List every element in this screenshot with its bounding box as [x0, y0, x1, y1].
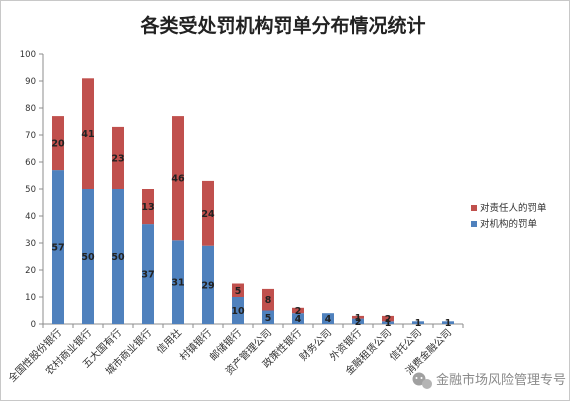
bar-segment — [172, 116, 184, 241]
data-label: 1 — [355, 313, 362, 324]
bar-segment — [82, 189, 94, 324]
data-label: 8 — [265, 295, 272, 306]
wechat-icon — [412, 372, 432, 389]
bar-segment — [292, 307, 304, 314]
bar-segment — [202, 180, 214, 246]
data-label: 1 — [385, 318, 392, 329]
y-tick-label: 20 — [25, 266, 36, 276]
data-label: 2 — [385, 314, 392, 325]
bar-segment — [202, 245, 214, 324]
data-label: 29 — [201, 280, 214, 291]
data-label: 50 — [81, 252, 95, 263]
legend-swatch — [471, 221, 477, 227]
bar-segment — [262, 310, 274, 324]
data-label: 46 — [171, 174, 185, 185]
bar-segment — [142, 189, 154, 225]
data-label: 1 — [415, 318, 422, 329]
y-tick-label: 80 — [25, 104, 36, 114]
data-label: 37 — [141, 270, 154, 281]
bar-segment — [442, 321, 454, 324]
data-label: 31 — [171, 278, 184, 289]
bar-segment — [382, 321, 394, 324]
x-tick-label: 全国性股份银行 — [5, 326, 64, 385]
data-label: 2 — [295, 306, 302, 317]
watermark: 金融市场风险管理专号 — [412, 372, 566, 389]
bar-segment — [112, 189, 124, 324]
x-tick-label: 村镇银行 — [177, 326, 214, 363]
data-label: 24 — [201, 209, 215, 220]
data-label: 41 — [81, 129, 94, 140]
data-label: 5 — [265, 313, 272, 324]
y-tick-label: 90 — [25, 77, 36, 87]
data-label: 10 — [231, 306, 245, 317]
bar-segment — [142, 224, 154, 324]
legend-label: 对责任人的罚单 — [480, 202, 547, 214]
plot-area: 0102030405060708090100572050415023371331… — [5, 50, 464, 385]
data-label: 5 — [235, 286, 242, 297]
bar-segment — [352, 315, 364, 319]
y-tick-label: 0 — [31, 320, 36, 330]
data-label: 13 — [141, 202, 154, 213]
data-label: 20 — [51, 139, 65, 150]
data-label: 2 — [355, 317, 362, 328]
y-tick-label: 100 — [20, 50, 36, 60]
x-tick-label: 财务公司 — [297, 326, 334, 363]
data-label: 4 — [325, 314, 332, 325]
bar-segment — [52, 116, 64, 171]
legend-swatch — [471, 205, 477, 211]
watermark-text: 金融市场风险管理专号 — [436, 372, 566, 388]
bar-segment — [292, 313, 304, 324]
bar-segment — [322, 313, 334, 324]
chart-title: 各类受处罚机构罚单分布情况统计 — [139, 14, 425, 37]
y-tick-label: 70 — [25, 131, 36, 141]
bar-segment — [232, 283, 244, 297]
y-tick-label: 30 — [25, 239, 36, 249]
bar-segment — [82, 78, 94, 189]
data-label: 4 — [295, 314, 302, 325]
data-label: 23 — [111, 153, 124, 164]
bar-segment — [52, 170, 64, 324]
x-tick-label: 信用社 — [154, 326, 184, 356]
data-label: 1 — [445, 318, 452, 329]
bar-segment — [112, 126, 124, 189]
bar-segment — [382, 315, 394, 322]
data-label: 50 — [111, 252, 125, 263]
y-tick-label: 10 — [25, 293, 36, 303]
data-label: 57 — [51, 243, 64, 254]
bar-segment — [412, 321, 424, 324]
bar-segment — [352, 318, 364, 324]
bar-segment — [232, 297, 244, 324]
legend-label: 对机构的罚单 — [480, 218, 538, 230]
y-tick-label: 40 — [25, 212, 36, 222]
bar-segment — [172, 240, 184, 324]
y-tick-label: 50 — [25, 185, 36, 195]
y-tick-label: 60 — [25, 158, 36, 168]
bar-segment — [262, 288, 274, 311]
